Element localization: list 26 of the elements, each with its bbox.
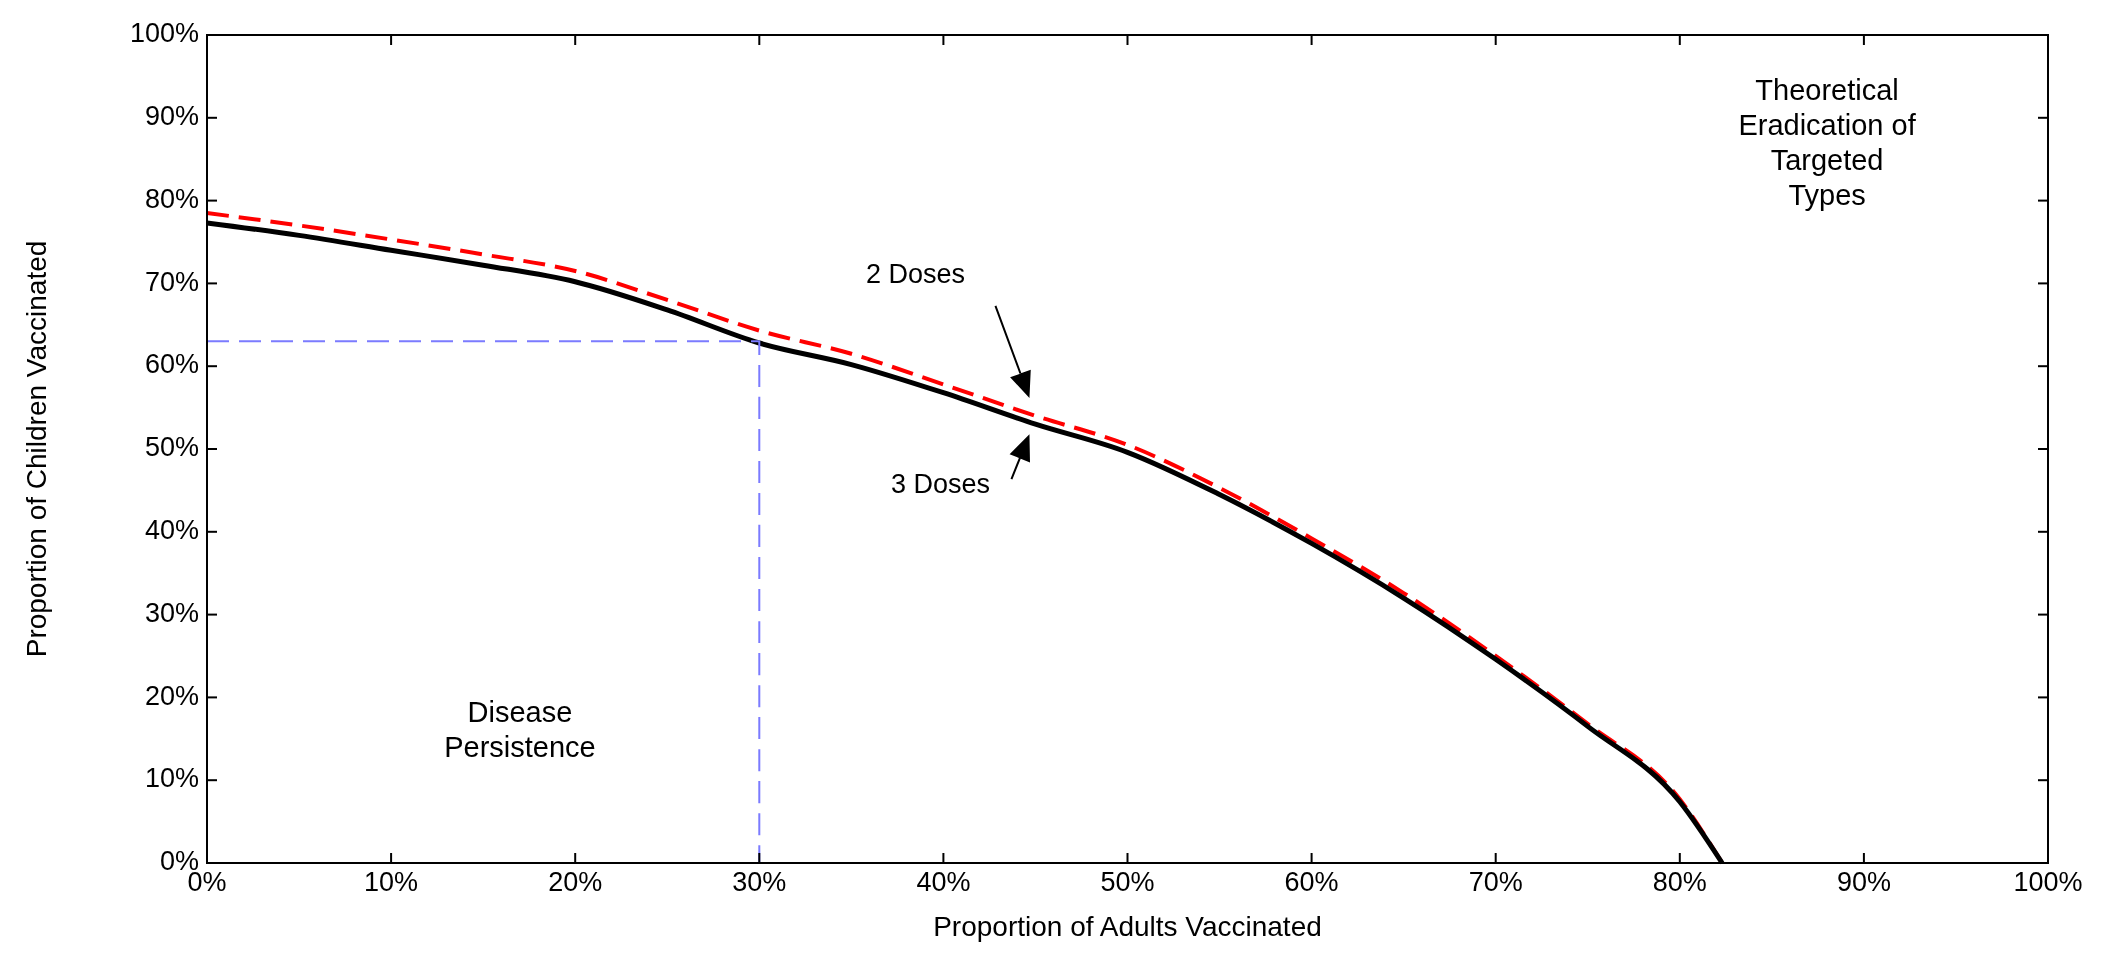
text: 3 Doses [890, 469, 990, 500]
x-tick-label: 50% [1100, 867, 1155, 897]
x-tick-label: 70% [1468, 867, 1523, 897]
x-axis-title: Proportion of Adults Vaccinated [933, 911, 1322, 942]
x-tick-label: 80% [1652, 867, 1707, 897]
x-tick-label: 10% [364, 867, 419, 897]
x-tick-label: 90% [1836, 867, 1891, 897]
y-tick-label: 20% [144, 680, 199, 711]
annotation: Theoretical Eradication of Targeted Types [1738, 73, 1917, 211]
x-tick-label: 40% [916, 867, 971, 897]
y-tick-label: 40% [144, 514, 199, 545]
annotation: Disease Persistence [444, 695, 596, 763]
y-tick-label: 70% [144, 266, 199, 297]
y-tick-label: 10% [144, 763, 199, 794]
y-tick-label: 60% [144, 349, 199, 380]
y-tick-label: 30% [144, 597, 199, 628]
x-tick-label: 20% [548, 867, 603, 897]
x-tick-label: 60% [1284, 867, 1339, 897]
x-tick-label: 100% [2013, 867, 2083, 897]
y-axis-title: Proportion of Children Vaccinated [21, 240, 52, 658]
text: 2 Doses [865, 259, 965, 290]
y-tick-label: 100% [129, 18, 199, 49]
y-tick-label: 90% [144, 100, 199, 131]
y-tick-label: 80% [144, 183, 199, 214]
x-tick-label: 30% [732, 867, 787, 897]
y-tick-label: 50% [144, 432, 199, 463]
